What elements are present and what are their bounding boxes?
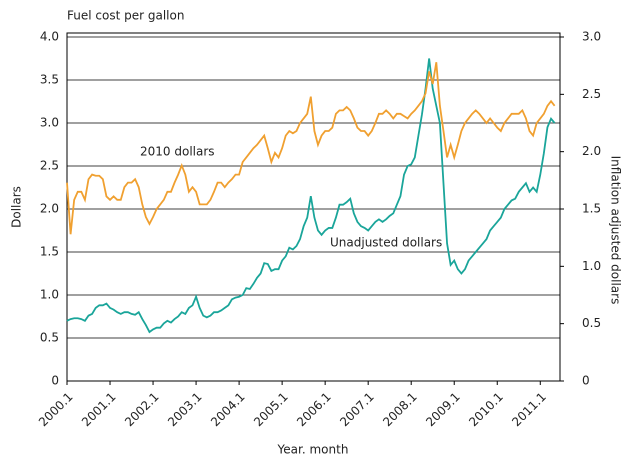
x-tick-label: 2002.1 xyxy=(122,390,162,430)
y2-tick-label: 2.5 xyxy=(582,87,601,101)
x-axis-title: Year. month xyxy=(277,443,349,457)
x-tick-label: 2001.1 xyxy=(79,390,119,430)
y-tick-label: 0.5 xyxy=(40,331,59,345)
chart-title: Fuel cost per gallon xyxy=(67,9,184,23)
x-tick-label: 2000.1 xyxy=(36,390,76,430)
y-tick-label: 1.5 xyxy=(40,245,59,259)
x-tick-label: 2006.1 xyxy=(294,390,334,430)
y2-tick-label: 2.0 xyxy=(582,144,601,158)
y2-tick-label: 0.5 xyxy=(582,316,601,330)
series-line xyxy=(66,62,556,235)
x-tick-label: 2010.1 xyxy=(466,390,506,430)
x-tick-label: 2007.1 xyxy=(337,390,377,430)
y2-axis-title: Inflation adjusted dollars xyxy=(609,156,623,305)
y2-tick-label: 0 xyxy=(582,374,590,388)
x-tick-label: 2009.1 xyxy=(423,390,463,430)
series-line xyxy=(66,58,556,334)
x-tick-label: 2003.1 xyxy=(165,390,205,430)
x-tick-label: 2011.1 xyxy=(509,390,549,430)
y-axis-title: Dollars xyxy=(10,186,24,228)
series-label: 2010 dollars xyxy=(140,145,215,159)
y2-tick-label: 3.0 xyxy=(582,30,601,44)
y-tick-label: 3.5 xyxy=(40,73,59,87)
y-tick-label: 2.5 xyxy=(40,159,59,173)
x-tick-label: 2008.1 xyxy=(380,390,420,430)
y2-tick-label: 1.5 xyxy=(582,202,601,216)
series-label: Unadjusted dollars xyxy=(330,236,442,250)
y-tick-label: 0 xyxy=(51,374,59,388)
y-tick-label: 1.0 xyxy=(40,288,59,302)
y-tick-label: 4.0 xyxy=(40,30,59,44)
y-tick-label: 2.0 xyxy=(40,202,59,216)
y2-tick-label: 1.0 xyxy=(582,259,601,273)
x-tick-label: 2005.1 xyxy=(251,390,291,430)
y-tick-label: 3.0 xyxy=(40,116,59,130)
x-tick-label: 2004.1 xyxy=(208,390,248,430)
